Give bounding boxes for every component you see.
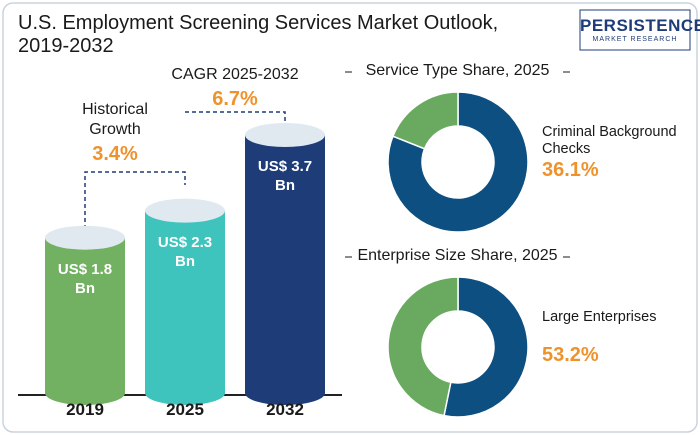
section-title: Enterprise Size Share, 2025: [352, 247, 563, 265]
annotation-value: 6.7%: [212, 88, 258, 110]
annotation-value: 3.4%: [92, 143, 138, 165]
logo-sub: MARKET RESEARCH: [592, 36, 678, 43]
x-tick-label: 2032: [266, 400, 304, 419]
donut-segment: [387, 91, 529, 233]
x-tick-label: 2019: [66, 400, 104, 419]
logo: PERSISTENCE: [580, 16, 700, 35]
title: U.S. Employment Screening Services Marke…: [18, 12, 499, 57]
donut-segment: [443, 276, 529, 418]
donut-segment: [391, 91, 459, 150]
callout-value: 53.2%: [542, 344, 599, 366]
connector: [185, 111, 286, 125]
section-title: Service Type Share, 2025: [352, 62, 563, 80]
x-tick-label: 2025: [166, 400, 204, 419]
callout: Criminal Background Checks: [542, 124, 677, 157]
value-label: US$ 1.8 Bn: [57, 260, 113, 297]
annotation: Historical Growth: [82, 101, 148, 138]
value-label: US$ 3.7 Bn: [257, 158, 313, 194]
connector: [84, 171, 186, 250]
value-label: US$ 2.3 Bn: [157, 233, 213, 270]
bar: [45, 237, 125, 393]
annotation: CAGR 2025-2032: [171, 66, 299, 83]
logo-box: [579, 9, 691, 51]
callout: Large Enterprises: [542, 309, 657, 325]
cylinder-top: [145, 198, 225, 223]
bar: [245, 135, 325, 393]
cylinder-top: [245, 123, 325, 147]
callout-value: 36.1%: [542, 159, 599, 181]
donut-segment: [387, 276, 459, 417]
cylinder-top: [45, 225, 125, 250]
bar: [145, 210, 225, 393]
